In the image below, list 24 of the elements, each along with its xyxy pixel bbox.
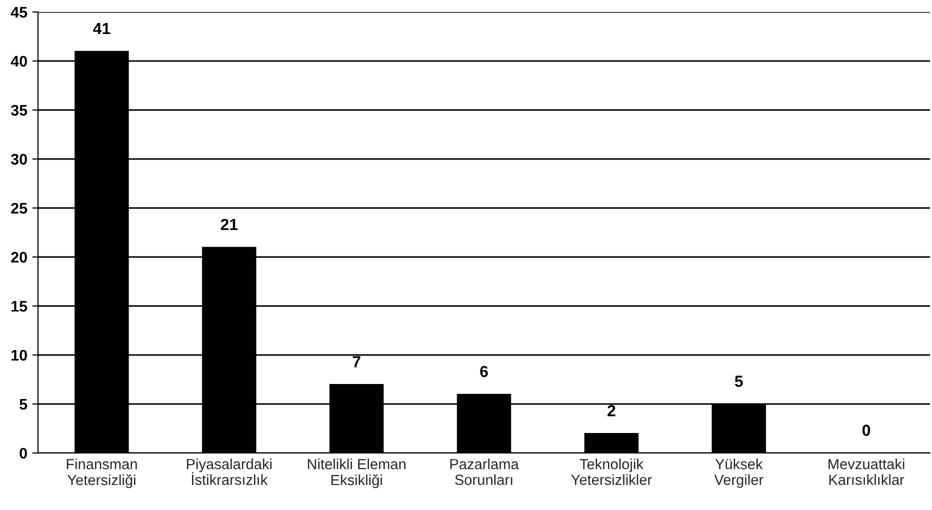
y-tick-label: 5 [20,399,28,410]
data-label: 7 [352,356,360,368]
y-tick-label: 20 [11,252,27,263]
data-label: 0 [862,424,870,436]
x-tick-label: Piyasalardaki İstikrarsızlık [186,458,272,485]
x-tick-label: Teknolojik Yetersizlikler [571,458,652,485]
data-label: 6 [480,366,488,378]
y-tick-label: 30 [10,154,27,165]
y-tick-label: 45 [10,7,28,18]
y-tick-label: 25 [11,202,28,214]
y-tick-label: 35 [10,104,28,116]
data-label: 5 [734,376,743,387]
y-tick-label: 0 [20,448,27,459]
y-tick-label: 10 [12,350,27,361]
data-label: 41 [93,23,110,34]
y-tick-label: 40 [10,56,27,67]
y-tick-label: 15 [12,301,28,312]
x-tick-label: Finansman Yetersizliği [66,458,137,488]
x-tick-label: Yüksek Vergiler [714,458,764,488]
x-tick-label: Nitelikli Eleman Eksikliği [308,458,406,488]
x-tick-label: Mevzuattaki Karısıklıklar [828,458,904,485]
x-tick-label: Pazarlama Sorunları [450,458,519,485]
data-label: 2 [608,405,616,416]
data-label: 21 [220,218,238,230]
